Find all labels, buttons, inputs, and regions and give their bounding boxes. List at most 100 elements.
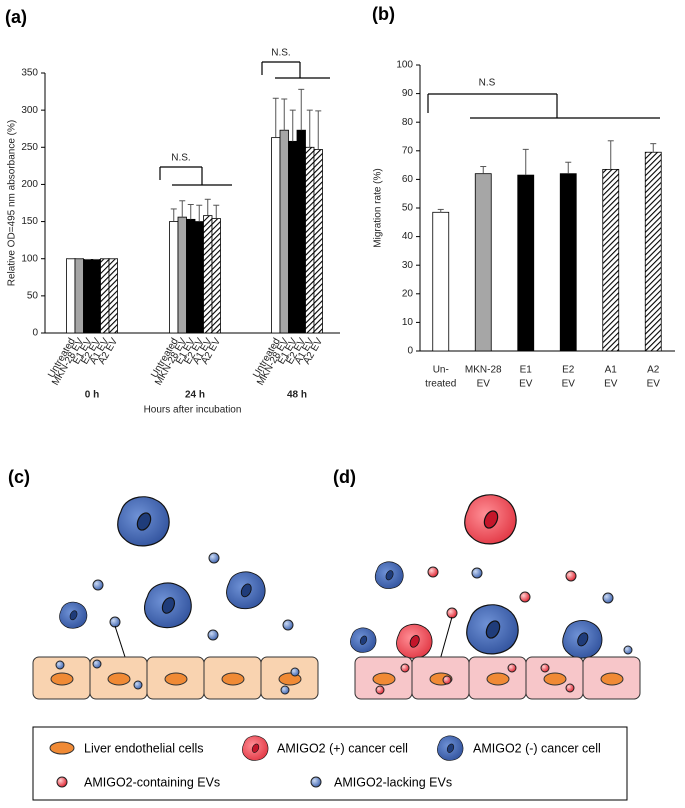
y-tick-label: 0 <box>32 328 38 339</box>
bar <box>186 218 196 334</box>
ev <box>540 663 550 673</box>
y-tick-label: 40 <box>402 231 414 242</box>
bar <box>169 221 179 334</box>
y-tick-label: 100 <box>21 253 38 264</box>
x-tick-label: 24 h <box>185 390 205 401</box>
x-tick-label: MKN-28 <box>465 365 502 376</box>
arrow <box>114 625 127 661</box>
legend-text: AMIGO2-containing EVs <box>84 775 220 789</box>
endothelial-cell <box>582 656 641 700</box>
cancer-cell <box>349 627 377 653</box>
legend-icon <box>310 776 322 788</box>
bar <box>66 258 76 334</box>
x-tick-label: Un- <box>433 365 449 376</box>
legend-text: AMIGO2 (-) cancer cell <box>473 741 601 755</box>
y-tick-label: 30 <box>402 260 414 271</box>
y-tick-label: 100 <box>396 60 413 71</box>
ev <box>375 685 385 695</box>
bar <box>559 173 577 352</box>
cancer-cell <box>59 601 88 629</box>
ev <box>92 579 104 591</box>
y-tick-label: 20 <box>402 288 414 299</box>
ev <box>92 659 102 669</box>
panel-label: (c) <box>8 467 30 487</box>
ev <box>109 616 121 628</box>
endothelial-cell <box>468 656 527 700</box>
endothelial-cell <box>260 656 319 700</box>
ev <box>565 570 577 582</box>
ev <box>442 675 452 685</box>
ev <box>133 680 143 690</box>
bar <box>211 218 221 334</box>
bar <box>296 129 306 334</box>
legend-text: AMIGO2 (+) cancer cell <box>277 741 408 755</box>
x-tick-label: A1 <box>605 365 618 376</box>
y-axis-label: Migration rate (%) <box>373 168 384 247</box>
x-axis-label: Hours after incubation <box>144 405 242 416</box>
ev <box>290 667 300 677</box>
endothelial-cell <box>525 656 584 700</box>
cancer-cell <box>226 571 266 610</box>
bar <box>83 259 93 334</box>
x-tick-label: EV <box>477 379 491 390</box>
bar <box>100 258 110 334</box>
ev <box>207 629 219 641</box>
chart: (a) 0 50 100 150 200 250 300 350 Relative OD=495 … <box>5 7 340 416</box>
ev <box>282 619 294 631</box>
panel-label: (d) <box>333 467 356 487</box>
bar <box>74 258 84 334</box>
cancer-cell <box>143 582 192 629</box>
y-tick-label: 50 <box>402 203 414 214</box>
y-tick-label: 50 <box>27 290 39 301</box>
cancer-cell <box>396 623 433 659</box>
bar <box>474 173 492 352</box>
bar <box>602 168 620 352</box>
ev <box>471 567 483 579</box>
cancer-cell <box>374 561 404 589</box>
bar <box>279 129 289 334</box>
x-tick-label: A2 <box>647 365 660 376</box>
legend-box <box>32 726 628 801</box>
ev <box>565 683 575 693</box>
legend-icon <box>242 735 269 761</box>
legend-text: AMIGO2-lacking EVs <box>334 775 452 789</box>
diagram-c: (c) <box>8 467 319 700</box>
y-tick-label: 60 <box>402 174 414 185</box>
cancer-cell <box>562 619 603 659</box>
y-tick-label: 150 <box>21 216 38 227</box>
ev <box>507 663 517 673</box>
ev <box>427 566 439 578</box>
arrow <box>439 616 453 661</box>
x-tick-label: 0 h <box>85 390 99 401</box>
bar <box>177 216 187 334</box>
bar <box>203 215 213 334</box>
x-tick-label: EV <box>604 379 618 390</box>
legend-text: Liver endothelial cells <box>84 741 204 755</box>
y-tick-label: 70 <box>402 145 414 156</box>
endothelial-cell <box>411 656 470 700</box>
ev <box>280 685 290 695</box>
cancer-cell <box>464 494 517 545</box>
y-tick-label: 300 <box>21 105 38 116</box>
y-tick-label: 90 <box>402 88 414 99</box>
chart: (b) 0 10 20 30 40 50 60 70 80 90 100 Migration rate … <box>372 4 675 390</box>
ev <box>55 660 65 670</box>
cancer-cell <box>117 496 170 547</box>
legend-icon <box>49 741 75 755</box>
ev <box>208 552 220 564</box>
panel-label: (a) <box>5 7 27 27</box>
ev <box>400 663 410 673</box>
diagram-d: (d) <box>333 467 641 700</box>
x-tick-label: EV <box>519 379 533 390</box>
bar <box>91 259 101 334</box>
annotation: N.S. <box>171 153 190 164</box>
x-tick-label: treated <box>425 379 456 390</box>
ev <box>602 592 614 604</box>
ev <box>623 645 633 655</box>
y-tick-label: 250 <box>21 142 38 153</box>
x-tick-label: EV <box>562 379 576 390</box>
y-tick-label: 0 <box>407 346 413 357</box>
legend-icon <box>437 735 464 761</box>
endothelial-cell <box>146 656 205 700</box>
